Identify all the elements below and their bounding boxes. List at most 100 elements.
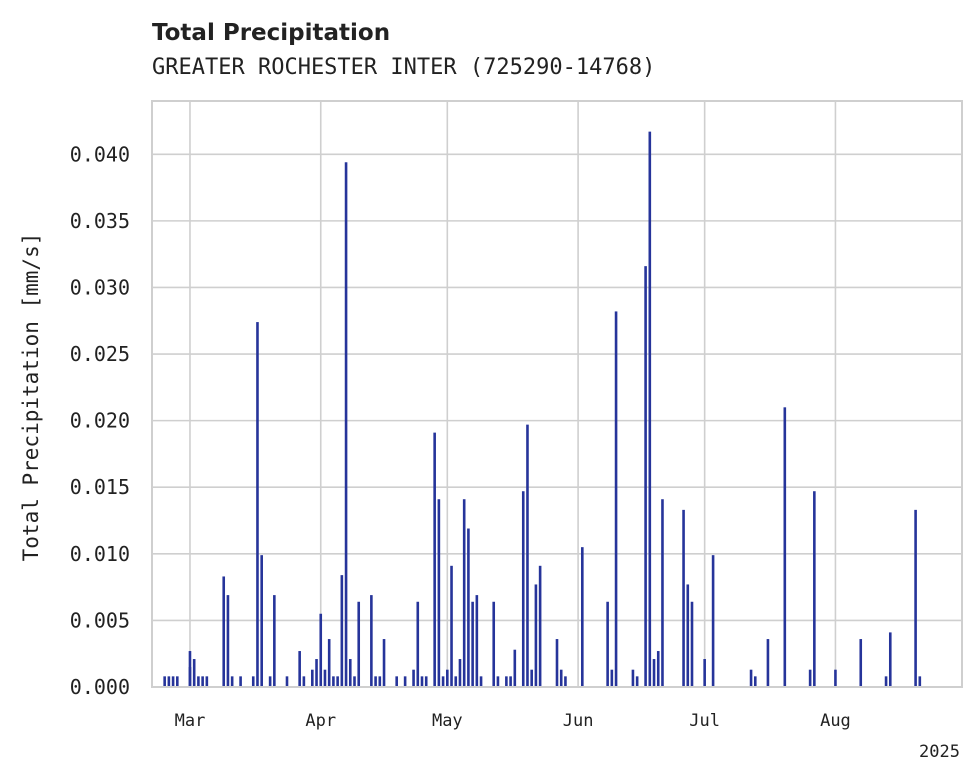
y-tick-label: 0.040	[70, 142, 130, 166]
precipitation-bar	[686, 584, 690, 687]
precipitation-bar	[176, 676, 179, 687]
chart-subtitle: GREATER ROCHESTER INTER (725290-14768)	[152, 55, 655, 80]
precipitation-bar	[859, 639, 863, 687]
precipitation-bar	[260, 555, 263, 687]
precipitation-bar	[374, 676, 377, 687]
precipitation-bar	[656, 651, 660, 687]
precipitation-bar	[606, 601, 609, 687]
precipitation-bar	[353, 676, 356, 687]
precipitation-bar	[424, 676, 428, 687]
precipitation-bar	[766, 639, 770, 687]
precipitation-bar	[914, 509, 917, 687]
grid-lines	[152, 101, 962, 688]
precipitation-bar	[332, 676, 335, 687]
precipitation-bar	[348, 659, 352, 687]
precipitation-bar	[564, 676, 567, 687]
precipitation-bar	[340, 575, 344, 687]
precipitation-bar	[285, 676, 289, 687]
precipitation-bar	[888, 632, 892, 687]
precipitation-bar	[749, 669, 753, 687]
precipitation-bar	[226, 595, 230, 687]
precipitation-bar	[559, 669, 563, 687]
precipitation-bar	[446, 669, 449, 687]
precipitation-bar	[222, 576, 226, 687]
precipitation-bar	[230, 676, 234, 687]
precipitation-bar	[652, 659, 656, 687]
precipitation-bar	[205, 676, 209, 687]
precipitation-bar	[555, 639, 559, 687]
precipitation-bar	[610, 669, 614, 687]
precipitation-bar	[513, 649, 517, 687]
precipitation-bar	[581, 547, 584, 687]
precipitation-bar	[783, 407, 787, 687]
y-tick-label: 0.025	[70, 342, 130, 366]
precipitation-bar	[319, 613, 323, 687]
precipitation-bar	[382, 639, 386, 687]
precipitation-bar	[344, 162, 348, 687]
y-axis-ticks: 0.000 0.005 0.010 0.015 0.020 0.025 0.030 0.035…	[70, 142, 130, 699]
y-tick-label: 0.000	[70, 675, 130, 699]
precipitation-bar	[273, 595, 276, 687]
precipitation-bar	[492, 601, 496, 687]
precipitation-bar	[268, 676, 272, 687]
chart-title: Total Precipitation	[152, 20, 390, 46]
y-tick-label: 0.015	[70, 475, 130, 499]
precipitation-bar	[327, 639, 331, 687]
precipitation-bar	[475, 595, 479, 687]
precipitation-bar	[197, 676, 200, 687]
precipitation-bar	[311, 669, 314, 687]
precipitation-bar	[918, 676, 922, 687]
precipitation-bar	[167, 676, 171, 687]
x-tick-label: Mar	[175, 711, 206, 731]
precipitation-bar	[323, 669, 327, 687]
precipitation-bar	[648, 131, 652, 687]
y-tick-label: 0.010	[70, 542, 130, 566]
precipitation-bar	[201, 676, 204, 687]
precipitation-bar	[703, 659, 706, 687]
x-tick-label: Jul	[689, 711, 720, 731]
precipitation-bar	[298, 651, 301, 687]
precipitation-bar	[690, 601, 694, 687]
precipitation-bar	[471, 601, 474, 687]
x-axis-ticks: Mar Apr May Jun Jul Aug	[175, 711, 851, 731]
precipitation-bar	[505, 676, 508, 687]
precipitation-bar	[884, 676, 888, 687]
precipitation-bar	[433, 432, 436, 687]
precipitation-bar	[239, 676, 242, 687]
precipitation-bar	[635, 676, 639, 687]
bar-series	[163, 131, 922, 687]
precipitation-bar	[462, 499, 466, 687]
precipitation-bar	[530, 669, 533, 687]
precipitation-bar	[450, 565, 453, 687]
precipitation-bar	[479, 676, 483, 687]
precipitation-bar	[458, 659, 462, 687]
precipitation-bar	[315, 659, 318, 687]
precipitation-bar	[661, 499, 664, 687]
x-tick-label: Aug	[820, 711, 851, 731]
y-tick-label: 0.005	[70, 608, 130, 632]
precipitation-bar	[412, 669, 415, 687]
precipitation-bar	[416, 601, 420, 687]
precipitation-bar	[496, 676, 500, 687]
x-tick-label: Apr	[305, 711, 336, 731]
precipitation-bar	[509, 676, 512, 687]
precipitation-bar	[437, 499, 441, 687]
precipitation-bar	[395, 676, 398, 687]
precipitation-bar	[256, 322, 259, 687]
precipitation-bar	[467, 528, 470, 687]
precipitation-bar	[163, 676, 166, 687]
precipitation-bar	[711, 555, 715, 687]
precipitation-bar	[538, 565, 542, 687]
precipitation-bar	[378, 676, 382, 687]
precipitation-bar	[403, 676, 407, 687]
precipitation-bar	[357, 601, 361, 687]
precipitation-bar	[188, 667, 192, 687]
x-tick-label: May	[432, 711, 463, 731]
precipitation-bar	[302, 676, 306, 687]
precipitation-bar	[454, 676, 458, 687]
precipitation-bar	[834, 669, 837, 687]
precipitation-bar	[192, 659, 196, 687]
precipitation-bar	[441, 676, 445, 687]
precipitation-bar	[336, 676, 339, 687]
